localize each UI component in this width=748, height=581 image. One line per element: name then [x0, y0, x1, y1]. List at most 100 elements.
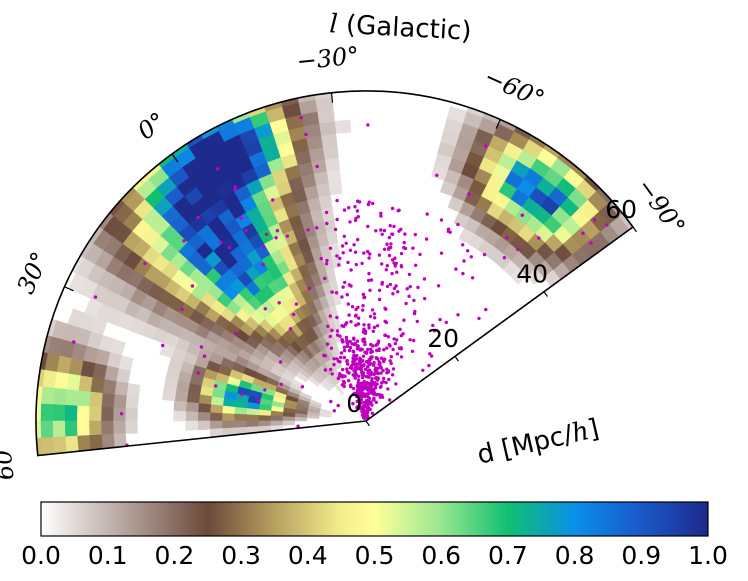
galaxy-point — [387, 253, 392, 258]
galaxy-point — [364, 360, 369, 364]
density-cell — [270, 410, 284, 417]
galaxy-point — [392, 337, 396, 341]
angular-tick — [624, 226, 634, 234]
density-cell — [62, 230, 84, 253]
radial-tick-label: 20 — [427, 324, 459, 353]
density-cell — [245, 420, 259, 428]
galaxy-point — [424, 237, 429, 241]
galaxy-point — [366, 388, 370, 392]
galaxy-point — [386, 335, 391, 339]
galaxy-point — [375, 348, 379, 353]
galaxy-point — [279, 382, 283, 386]
density-cell — [210, 396, 225, 407]
galaxy-point — [304, 132, 308, 137]
galaxy-point — [391, 347, 395, 352]
galaxy-point — [342, 234, 346, 238]
colorbar-tick-label: 0.1 — [88, 541, 128, 570]
galaxy-point — [418, 252, 422, 257]
galaxy-point — [346, 362, 350, 366]
galaxy-point — [412, 298, 416, 303]
galaxy-point — [341, 285, 345, 289]
colorbar-tick-label: 0.6 — [421, 541, 461, 570]
galaxy-point — [330, 328, 334, 332]
galaxy-point — [367, 271, 371, 276]
galaxy-point — [390, 206, 395, 211]
galaxy-point — [372, 389, 376, 393]
galaxy-point — [399, 251, 404, 256]
galaxy-point — [373, 386, 378, 390]
galaxy-point — [356, 322, 361, 326]
galaxy-point — [367, 256, 371, 260]
colorbar-tick-label: 0.7 — [488, 541, 528, 570]
galaxy-point — [369, 350, 373, 355]
galaxy-point — [332, 362, 336, 367]
galaxy-point — [375, 324, 380, 328]
galaxy-point — [386, 387, 390, 391]
galaxy-point — [412, 338, 416, 343]
density-cell — [88, 406, 102, 422]
galaxy-point — [396, 290, 400, 294]
galaxy-point — [350, 305, 355, 309]
galaxy-point — [370, 403, 374, 407]
galaxy-point — [333, 227, 338, 232]
radial-tick-label: 60 — [605, 195, 637, 224]
galaxy-point — [345, 344, 349, 348]
galaxy-point — [354, 368, 358, 372]
galaxy-point — [340, 373, 344, 378]
galaxy-point — [382, 376, 386, 381]
galaxy-point — [470, 276, 475, 280]
galaxy-point — [244, 228, 248, 233]
galaxy-point — [338, 360, 342, 364]
galaxy-point — [261, 245, 265, 249]
galaxy-point — [335, 198, 339, 203]
galaxy-point — [422, 277, 427, 281]
galaxy-point — [366, 224, 370, 229]
galaxy-point — [367, 326, 371, 330]
plot-wedge-outline — [35, 90, 635, 457]
galaxy-point — [363, 393, 367, 397]
galaxy-point — [366, 347, 370, 352]
colorbar-gradient — [40, 501, 709, 537]
galaxy-point — [294, 302, 299, 306]
galaxy-point — [354, 307, 358, 312]
galaxy-point — [361, 415, 366, 420]
galaxy-point — [367, 323, 371, 327]
galaxy-point — [354, 313, 358, 317]
galaxy-point — [393, 256, 397, 260]
galaxy-point — [332, 357, 336, 361]
galaxy-point — [358, 389, 363, 394]
galaxy-point — [360, 261, 364, 266]
density-cell — [190, 108, 214, 129]
galaxy-point — [411, 246, 415, 250]
galaxy-point — [369, 355, 373, 359]
galaxy-point — [502, 256, 507, 260]
density-cell — [275, 90, 297, 96]
density-cell — [257, 90, 279, 101]
galaxy-point — [397, 208, 401, 212]
galaxy-point — [339, 355, 343, 360]
galaxy-point — [404, 301, 408, 306]
galaxy-point — [334, 291, 339, 295]
galaxy-point — [182, 239, 186, 243]
density-cell — [124, 408, 138, 422]
galaxy-point — [414, 263, 418, 267]
galaxy-point — [347, 313, 351, 317]
galaxy-point — [351, 392, 355, 396]
density-cell — [549, 127, 573, 149]
galaxy-point — [444, 320, 448, 325]
radial-tick-labels: 0 20 40 60 — [346, 195, 637, 418]
density-cell — [245, 414, 259, 422]
galaxy-point — [347, 206, 351, 210]
density-cell — [257, 409, 272, 417]
galaxy-point — [382, 359, 386, 363]
galaxy-point — [385, 242, 389, 246]
galaxy-point — [361, 308, 365, 312]
galaxy-point — [348, 339, 352, 344]
galaxy-point — [394, 284, 398, 288]
galaxy-point — [377, 297, 382, 302]
angular-tick-label: 0° — [132, 107, 171, 146]
galaxy-point — [367, 278, 371, 283]
galaxy-point — [307, 286, 311, 291]
density-cell — [64, 404, 78, 422]
galaxy-point — [360, 364, 365, 368]
